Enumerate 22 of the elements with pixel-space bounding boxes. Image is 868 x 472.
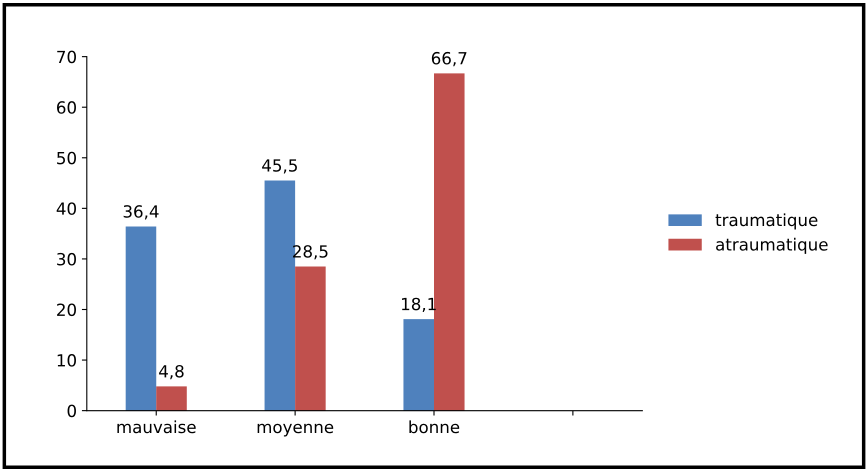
y-tick-label: 0 — [68, 404, 76, 418]
x-tick-label: moyenne — [258, 424, 334, 436]
data-label: 45,5 — [262, 159, 297, 174]
bar — [403, 319, 434, 411]
y-tick-label: 60 — [57, 101, 76, 114]
x-tick-label: mauvaise — [117, 420, 196, 434]
bar — [434, 73, 465, 411]
bar — [295, 266, 326, 411]
data-label: 4,8 — [159, 364, 184, 380]
y-tick-label: 30 — [57, 252, 76, 266]
y-tick-label: 50 — [57, 152, 76, 164]
y-tick-label: 70 — [57, 50, 76, 64]
legend-label: traumatique — [716, 213, 818, 230]
y-tick-label: 10 — [58, 354, 76, 367]
data-label: 36,4 — [124, 205, 159, 220]
y-tick-label: 40 — [56, 202, 76, 215]
y-tick-label: 20 — [57, 303, 76, 316]
data-label: 66,7 — [432, 52, 466, 66]
x-tick-label: bonne — [409, 420, 460, 434]
legend-label: atraumatique — [716, 238, 828, 254]
bar — [156, 386, 187, 411]
bar — [126, 226, 156, 411]
